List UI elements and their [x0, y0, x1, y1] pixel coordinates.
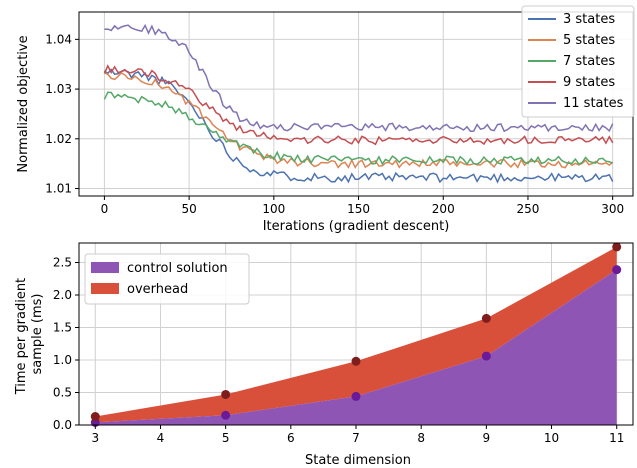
top-series-line [103, 68, 614, 184]
top-x-axis-label: Iterations (gradient descent) [263, 219, 450, 234]
bottom-x-tick-label: 11 [609, 431, 624, 445]
bottom-x-tick-label: 4 [157, 431, 165, 445]
top-legend-label: 5 states [563, 33, 615, 48]
control-solution-marker [221, 410, 231, 420]
bottom-x-tick-label: 8 [417, 431, 425, 445]
top-series-line [103, 91, 614, 166]
bottom-x-axis-label: State dimension [305, 453, 411, 468]
bottom-y-tick-label: 2.0 [53, 288, 72, 302]
top-lines [103, 23, 614, 184]
bottom-y-tick-label: 0.0 [53, 418, 72, 432]
bottom-y-tick-label: 1.0 [53, 353, 72, 367]
bottom-legend-frame [84, 253, 250, 305]
bottom-y-tick-label: 1.5 [53, 321, 72, 335]
bottom-ticks: 3 4 5 6 7 8 9 10 11 0.0 0.5 1.0 1.5 2.0 2.5 [53, 256, 624, 446]
bottom-y-axis-label: Time per gradient sample (ms) [14, 274, 45, 396]
top-chart: 0 50 100 150 200 250 300 1.01 1.02 1.03 1.04 Itera… [16, 5, 635, 234]
bottom-areas [95, 246, 617, 425]
top-y-tick-label: 1.04 [45, 32, 72, 46]
top-x-tick-label: 0 [101, 202, 109, 216]
bottom-y-axis-label-line2: sample (ms) [30, 294, 45, 375]
control-solution-marker [612, 265, 622, 275]
overhead-marker [90, 412, 100, 422]
bottom-x-tick-label: 10 [544, 431, 559, 445]
top-ticks: 0 50 100 150 200 250 300 1.01 1.02 1.03 1.04 [45, 32, 624, 216]
overhead-marker [612, 242, 622, 252]
overhead-marker [351, 356, 361, 366]
bottom-y-tick-label: 0.5 [53, 386, 72, 400]
bottom-legend-label: control solution [127, 261, 228, 276]
bottom-legend-swatch [91, 283, 119, 294]
top-x-tick-label: 300 [601, 202, 624, 216]
bottom-x-tick-label: 5 [222, 431, 230, 445]
top-legend-label: 9 states [563, 75, 615, 90]
bottom-chart: 3 4 5 6 7 8 9 10 11 0.0 0.5 1.0 1.5 2.0 2.5 State dime… [14, 242, 634, 468]
top-x-tick-label: 150 [347, 202, 370, 216]
top-legend-label: 7 states [563, 54, 615, 69]
top-y-axis-label: Normalized objective [16, 35, 31, 172]
bottom-legend-swatch [91, 262, 119, 273]
bottom-legend: control solution overhead [84, 253, 250, 305]
top-legend-label: 3 states [563, 12, 615, 27]
overhead-area [95, 246, 617, 423]
control-solution-marker [351, 391, 361, 401]
top-series-line [104, 71, 614, 169]
overhead-marker [221, 389, 231, 399]
top-x-tick-label: 50 [181, 202, 196, 216]
bottom-x-tick-label: 3 [91, 431, 99, 445]
top-legend: 3 states 5 states 7 states 9 states 11 state… [521, 5, 635, 118]
bottom-y-tick-label: 2.5 [53, 256, 72, 270]
bottom-x-tick-label: 6 [287, 431, 295, 445]
bottom-legend-label: overhead [127, 282, 188, 297]
top-y-tick-label: 1.01 [45, 182, 72, 196]
top-x-tick-label: 200 [432, 202, 455, 216]
top-y-tick-label: 1.03 [45, 82, 72, 96]
bottom-markers [90, 242, 622, 427]
control-solution-area [95, 269, 617, 425]
control-solution-marker [481, 351, 491, 361]
bottom-y-axis-label-line1: Time per gradient [14, 278, 29, 395]
top-x-tick-label: 250 [517, 202, 540, 216]
top-x-tick-label: 100 [262, 202, 285, 216]
top-series-line [103, 64, 614, 146]
top-series-line [104, 23, 614, 133]
bottom-x-tick-label: 9 [483, 431, 491, 445]
top-legend-label: 11 states [563, 96, 624, 111]
bottom-x-tick-label: 7 [352, 431, 360, 445]
top-legend-frame [521, 5, 635, 118]
overhead-marker [481, 313, 491, 323]
top-y-tick-label: 1.02 [45, 132, 72, 146]
